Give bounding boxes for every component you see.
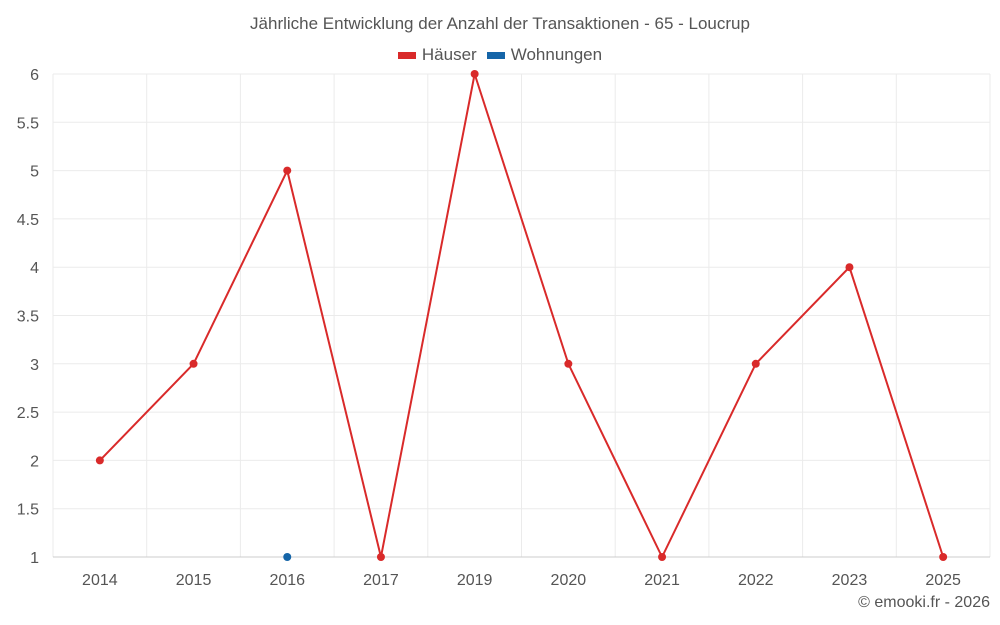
legend: Häuser Wohnungen [0,45,1000,65]
x-tick-label: 2025 [925,572,961,589]
data-point [283,166,292,175]
y-tick-label: 3 [30,357,39,374]
y-tick-label: 6 [30,67,39,84]
legend-label: Wohnungen [510,45,603,64]
x-tick-label: 2016 [269,572,305,589]
y-tick-label: 4.5 [17,212,39,229]
legend-item-haeuser[interactable]: Häuser [397,45,477,65]
copyright-credit: © emooki.fr - 2026 [858,594,990,611]
data-point [470,70,479,78]
data-point [564,359,573,368]
legend-item-wohnungen[interactable]: Wohnungen [486,45,603,65]
x-tick-label: 2015 [176,572,212,589]
x-tick-label: 2023 [832,572,868,589]
data-point [283,553,292,561]
data-point [845,263,854,272]
y-tick-label: 4 [30,260,39,277]
data-point [376,553,385,561]
data-point [95,456,104,465]
x-tick-label: 2017 [363,572,399,589]
series-line-Häuser [99,73,945,560]
data-point [189,359,198,368]
y-tick-label: 1.5 [17,502,39,519]
x-tick-label: 2014 [82,572,118,589]
y-tick-label: 2 [30,453,39,470]
data-point [658,553,667,561]
x-tick-label: 2020 [551,572,587,589]
y-tick-label: 1 [30,550,39,567]
data-point [939,553,948,561]
x-tick-label: 2021 [644,572,680,589]
x-tick-label: 2019 [457,572,493,589]
y-tick-label: 3.5 [17,309,39,326]
y-tick-label: 5.5 [17,115,39,132]
legend-swatch [486,51,505,59]
legend-label: Häuser [421,45,477,64]
y-tick-label: 2.5 [17,405,39,422]
chart-title: Jährliche Entwicklung der Anzahl der Tra… [250,14,750,33]
x-tick-label: 2022 [738,572,774,589]
legend-swatch [397,51,416,59]
data-point [751,359,760,368]
y-tick-label: 5 [30,164,39,181]
